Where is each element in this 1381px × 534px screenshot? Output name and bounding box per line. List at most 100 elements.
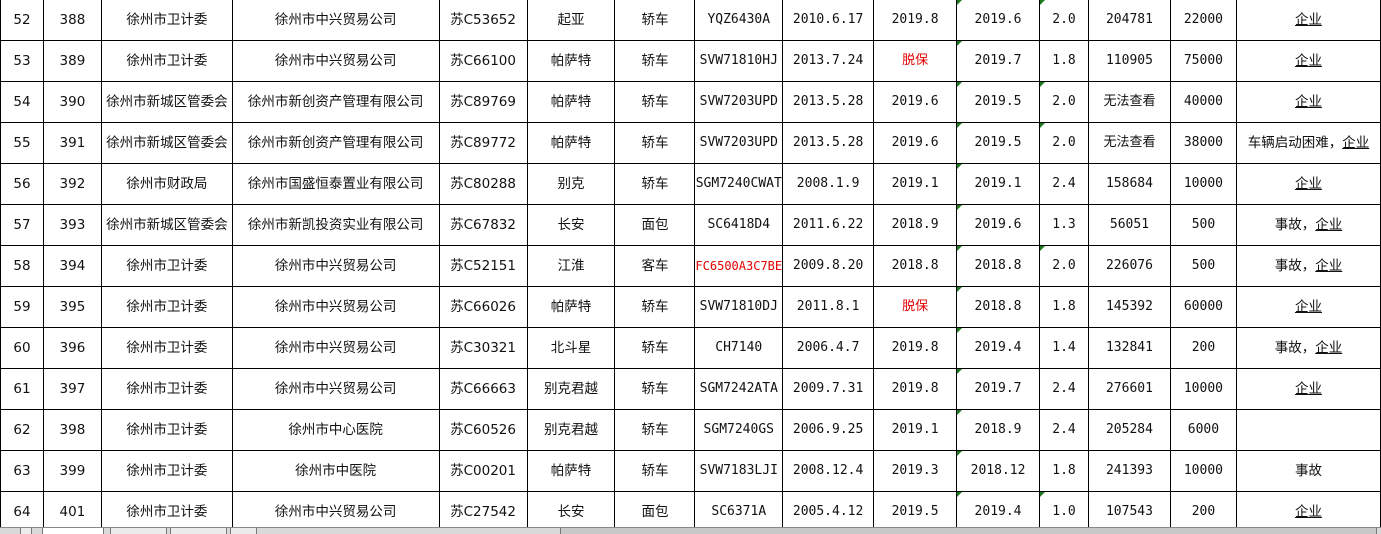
cell-plate[interactable]: 苏C52151 [438,245,528,287]
cell-mileage[interactable]: 107543 [1087,491,1171,533]
insert-sheet-tab[interactable] [230,528,257,534]
cell-model[interactable]: SVW7183LJI [694,450,784,492]
note-link[interactable]: 企业 [1315,340,1343,356]
cell-department[interactable]: 徐州市卫计委 [100,450,233,492]
cell-company[interactable]: 徐州市中兴贸易公司 [231,368,440,410]
cell-displacement[interactable]: 1.0 [1039,491,1089,533]
cell-note[interactable]: 企业 [1235,368,1381,410]
cell-register-date[interactable]: 2010.6.17 [782,0,875,41]
cell-plate[interactable]: 苏C66026 [438,286,528,328]
cell-inspection[interactable]: 2019.1 [956,163,1041,205]
cell-vehicle-type[interactable]: 轿车 [614,40,696,82]
cell-lot-id[interactable]: 389 [42,40,102,82]
cell-brand[interactable]: 长安 [526,204,616,246]
cell-vehicle-type[interactable]: 轿车 [614,327,696,369]
cell-insurance[interactable]: 2019.1 [873,409,958,451]
cell-inspection[interactable]: 2019.5 [956,122,1041,164]
cell-inspection[interactable]: 2018.8 [956,245,1041,287]
cell-brand[interactable]: 江淮 [526,245,616,287]
cell-company[interactable]: 徐州市中兴贸易公司 [231,491,440,533]
cell-insurance[interactable]: 2019.8 [873,327,958,369]
cell-mileage[interactable]: 204781 [1087,0,1171,41]
cell-model[interactable]: SVW71810HJ [694,40,784,82]
cell-lot-id[interactable]: 399 [42,450,102,492]
cell-mileage[interactable]: 158684 [1087,163,1171,205]
cell-department[interactable]: 徐州市卫计委 [100,409,233,451]
cell-vehicle-type[interactable]: 轿车 [614,163,696,205]
cell-price[interactable]: 22000 [1169,0,1237,41]
cell-price[interactable]: 10000 [1169,368,1237,410]
cell-row-number[interactable]: 60 [0,327,44,369]
cell-lot-id[interactable]: 395 [42,286,102,328]
cell-department[interactable]: 徐州市卫计委 [100,368,233,410]
note-link[interactable]: 企业 [1342,135,1370,151]
cell-register-date[interactable]: 2006.4.7 [782,327,875,369]
cell-inspection[interactable]: 2019.4 [956,327,1041,369]
cell-displacement[interactable]: 2.4 [1039,409,1089,451]
cell-plate[interactable]: 苏C60526 [438,409,528,451]
cell-company[interactable]: 徐州市中兴贸易公司 [231,0,440,41]
cell-insurance[interactable]: 脱保 [873,40,958,82]
cell-price[interactable]: 200 [1169,491,1237,533]
cell-brand[interactable]: 起亚 [526,0,616,41]
cell-mileage[interactable]: 无法查看 [1087,81,1171,123]
cell-mileage[interactable]: 276601 [1087,368,1171,410]
cell-insurance[interactable]: 2018.9 [873,204,958,246]
note-link[interactable]: 企业 [1294,176,1322,192]
cell-register-date[interactable]: 2006.9.25 [782,409,875,451]
cell-note[interactable]: 企业 [1235,286,1381,328]
cell-insurance[interactable]: 2019.1 [873,163,958,205]
cell-vehicle-type[interactable]: 轿车 [614,122,696,164]
cell-note[interactable]: 事故，企业 [1235,204,1381,246]
cell-plate[interactable]: 苏C27542 [438,491,528,533]
cell-plate[interactable]: 苏C66100 [438,40,528,82]
cell-vehicle-type[interactable]: 轿车 [614,81,696,123]
cell-department[interactable]: 徐州市新城区管委会 [100,81,233,123]
cell-register-date[interactable]: 2008.1.9 [782,163,875,205]
cell-model[interactable]: SC6371A [694,491,784,533]
cell-model[interactable]: SGM7240CWAT [694,163,784,205]
cell-lot-id[interactable]: 397 [42,368,102,410]
sheet-tab[interactable] [110,528,167,534]
cell-insurance[interactable]: 2019.8 [873,368,958,410]
cell-department[interactable]: 徐州市卫计委 [100,0,233,41]
cell-price[interactable]: 200 [1169,327,1237,369]
cell-company[interactable]: 徐州市中心医院 [231,409,440,451]
cell-insurance[interactable]: 2019.6 [873,81,958,123]
cell-lot-id[interactable]: 393 [42,204,102,246]
cell-company[interactable]: 徐州市新凯投资实业有限公司 [231,204,440,246]
cell-price[interactable]: 10000 [1169,450,1237,492]
cell-lot-id[interactable]: 398 [42,409,102,451]
cell-register-date[interactable]: 2011.6.22 [782,204,875,246]
cell-lot-id[interactable]: 401 [42,491,102,533]
cell-inspection[interactable]: 2018.12 [956,450,1041,492]
sheet-nav-button[interactable] [20,528,32,534]
cell-model[interactable]: SGM7242ATA [694,368,784,410]
cell-price[interactable]: 500 [1169,204,1237,246]
cell-mileage[interactable]: 56051 [1087,204,1171,246]
note-link[interactable]: 企业 [1315,258,1343,274]
cell-model[interactable]: CH7140 [694,327,784,369]
cell-displacement[interactable]: 1.8 [1039,286,1089,328]
cell-lot-id[interactable]: 388 [42,0,102,41]
cell-plate[interactable]: 苏C89772 [438,122,528,164]
cell-model[interactable]: SC6418D4 [694,204,784,246]
cell-model[interactable]: SVW7203UPD [694,81,784,123]
cell-brand[interactable]: 北斗星 [526,327,616,369]
cell-price[interactable]: 75000 [1169,40,1237,82]
cell-mileage[interactable]: 145392 [1087,286,1171,328]
cell-inspection[interactable]: 2018.9 [956,409,1041,451]
cell-insurance[interactable]: 2018.8 [873,245,958,287]
cell-row-number[interactable]: 53 [0,40,44,82]
cell-displacement[interactable]: 2.4 [1039,163,1089,205]
cell-lot-id[interactable]: 390 [42,81,102,123]
cell-note[interactable]: 事故 [1235,450,1381,492]
cell-note[interactable]: 企业 [1235,40,1381,82]
cell-company[interactable]: 徐州市国盛恒泰置业有限公司 [231,163,440,205]
cell-displacement[interactable]: 2.0 [1039,81,1089,123]
note-link[interactable]: 企业 [1294,12,1322,28]
cell-inspection[interactable]: 2019.6 [956,0,1041,41]
cell-row-number[interactable]: 58 [0,245,44,287]
cell-department[interactable]: 徐州市卫计委 [100,245,233,287]
cell-price[interactable]: 38000 [1169,122,1237,164]
